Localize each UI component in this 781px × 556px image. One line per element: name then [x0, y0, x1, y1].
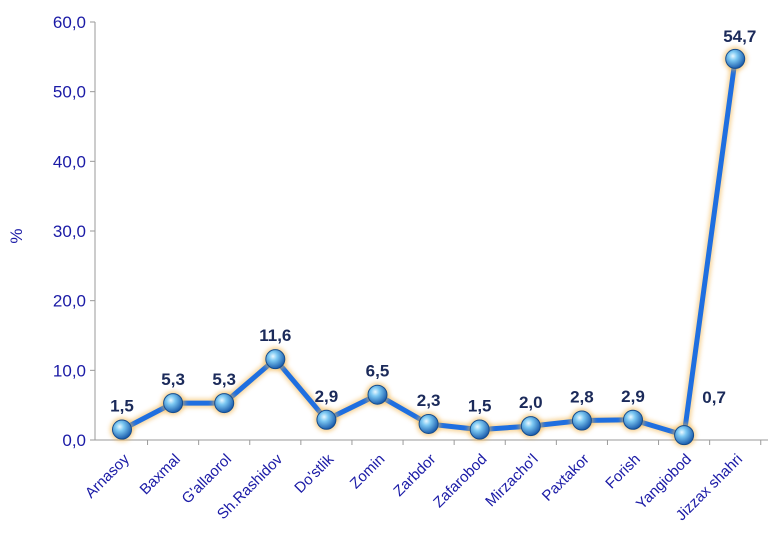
- y-axis-label: %: [7, 228, 26, 243]
- data-label: 11,6: [259, 326, 291, 345]
- data-label: 54,7: [723, 27, 756, 46]
- data-label: 1,5: [468, 397, 492, 416]
- data-point: [674, 425, 695, 446]
- markers-group: [110, 46, 748, 448]
- y-tick-label: 20,0: [53, 292, 86, 311]
- x-tick-label: Zomin: [347, 451, 388, 492]
- data-point: [316, 409, 337, 430]
- data-point: [571, 410, 592, 431]
- x-tick-label: Arnasoy: [82, 450, 133, 501]
- x-tick-label: Zafarobod: [430, 451, 490, 511]
- data-point: [112, 419, 132, 440]
- data-point: [265, 349, 286, 370]
- data-point: [367, 384, 388, 405]
- data-point: [163, 393, 184, 414]
- data-point: [214, 393, 235, 414]
- x-tick-label: Mirzacho'l: [482, 451, 541, 510]
- data-point: [520, 416, 541, 437]
- data-label: 2,0: [519, 393, 543, 412]
- axes: [94, 22, 768, 441]
- data-label: 6,5: [366, 362, 390, 381]
- y-tick-label: 10,0: [53, 361, 86, 380]
- data-point: [469, 419, 490, 440]
- data-point: [725, 48, 746, 69]
- data-label: 2,9: [621, 387, 645, 406]
- data-point: [623, 409, 643, 430]
- data-label: 2,9: [315, 387, 339, 406]
- x-tick-label: Forish: [602, 451, 643, 492]
- x-tick-label: Do'stlik: [291, 450, 337, 496]
- data-labels-group: 1,5 5,3 5,3 11,6 2,9 6,5 2,3 1,5 2,0 2,8 2,9 0,7 54,…: [110, 27, 756, 416]
- y-tick-label: 50,0: [53, 83, 86, 102]
- data-label: 5,3: [161, 370, 185, 389]
- data-point: [418, 413, 439, 434]
- x-tick-label: Baxmal: [137, 451, 184, 498]
- y-tick-label: 60,0: [53, 13, 86, 32]
- data-label: 1,5: [110, 397, 134, 416]
- data-label: 5,3: [212, 370, 236, 389]
- x-tick-label: Paxtakor: [539, 451, 593, 505]
- y-tick-label: 30,0: [53, 222, 86, 241]
- y-tick-label: 40,0: [53, 152, 86, 171]
- y-tick-label: 0,0: [62, 431, 86, 450]
- x-tick-label: Zarbdor: [390, 451, 439, 500]
- data-label: 0,7: [702, 388, 726, 407]
- data-label: 2,8: [570, 387, 594, 406]
- data-label: 2,3: [417, 391, 441, 410]
- y-axis-ticks: 0,0 10,0 20,0 30,0 40,0 50,0 60,0: [53, 13, 95, 450]
